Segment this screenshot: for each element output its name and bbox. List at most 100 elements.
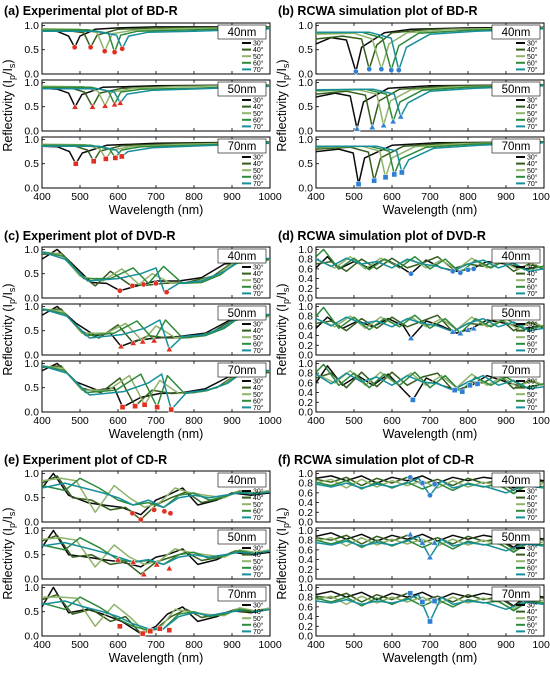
y-tick-label: 0.0	[24, 407, 39, 419]
y-axis-label-part: Reflectivity (I	[1, 304, 15, 376]
x-tick-label: 600	[109, 639, 127, 651]
x-tick-label: 800	[459, 639, 477, 651]
y-tick-label: 0.5	[298, 158, 313, 170]
marker-triangle	[114, 555, 122, 563]
marker-square	[459, 388, 466, 395]
legend-label: 30°	[253, 488, 264, 496]
y-tick-label: 0.5	[24, 492, 39, 504]
marker-triangle	[101, 102, 109, 109]
legend-label: 70°	[527, 347, 538, 355]
marker-triangle	[470, 324, 478, 332]
legend-label: 30°	[527, 488, 538, 496]
x-tick-label: 400	[33, 639, 51, 651]
series-line-3	[316, 27, 544, 70]
thickness-label: 50nm	[228, 308, 257, 320]
series-line-5	[316, 28, 544, 71]
series-group	[42, 141, 270, 165]
marker-square	[139, 630, 146, 637]
legend-label: 40°	[253, 327, 264, 335]
x-tick-label: 900	[497, 639, 515, 651]
y-tick-label: 0.5	[24, 44, 39, 56]
series-line-5	[316, 535, 544, 558]
legend-label: 30°	[527, 602, 538, 610]
series-line-4	[42, 27, 270, 53]
legend-label: 60°	[527, 564, 538, 572]
legend-label: 30°	[527, 97, 538, 105]
series-line-5	[42, 600, 270, 630]
thickness-label: 70nm	[502, 141, 531, 153]
y-axis-label-part: /I	[275, 292, 289, 299]
thickness-label-box	[217, 362, 267, 378]
marker-circle	[129, 510, 136, 517]
panel-4: (d) RCWA simulation plot of DVD-R0.00.20…	[275, 229, 550, 441]
x-axis-label: Wavelength (nm)	[383, 427, 478, 441]
series-group	[42, 305, 270, 350]
marker-triangle	[116, 99, 124, 106]
panel-title: (b) RCWA simulation plot of BD-R	[278, 4, 478, 18]
y-axis-label-part: Reflectivity (I	[275, 528, 289, 600]
x-tick-label: 600	[383, 415, 401, 427]
thickness-label-box	[491, 305, 541, 321]
thickness-label: 70nm	[502, 365, 531, 377]
series-line-5	[316, 316, 544, 333]
marker-circle	[457, 269, 464, 276]
legend: 30°40°50°60°70°	[242, 545, 264, 579]
legend-label: 60°	[527, 340, 538, 348]
series-line-5	[316, 257, 544, 273]
series-group	[316, 363, 544, 401]
y-tick-label: 0.4	[298, 330, 313, 342]
legend-label: 60°	[527, 59, 538, 67]
y-tick-label: 0.5	[298, 101, 313, 113]
marker-triangle	[426, 553, 434, 560]
y-tick-label: 0.2	[298, 507, 313, 519]
legend-label: 40°	[527, 384, 538, 392]
legend-label: 40°	[253, 608, 264, 616]
thickness-label-box	[491, 81, 541, 97]
legend-label: 50°	[527, 334, 538, 342]
y-axis-label-part: Reflectivity (I	[275, 80, 289, 152]
marker-triangle	[406, 530, 414, 538]
marker-triangle	[456, 329, 465, 336]
marker-triangle	[139, 337, 147, 345]
y-tick-label: 1.0	[24, 358, 39, 370]
marker-square	[132, 403, 138, 410]
y-axis-label: Reflectivity (Ip/Is)	[1, 283, 17, 375]
legend-label: 50°	[253, 277, 264, 285]
legend: 30°40°50°60°70°	[516, 264, 538, 298]
legend-label: 40°	[527, 46, 538, 54]
legend-label: 50°	[253, 558, 264, 566]
series-group	[42, 248, 270, 293]
thickness-label: 40nm	[228, 27, 257, 39]
series-group	[316, 26, 544, 73]
y-axis-label-part: Reflectivity (I	[1, 80, 15, 152]
legend-label: 50°	[527, 167, 538, 175]
thickness-label: 70nm	[228, 141, 257, 153]
series-group	[42, 529, 270, 575]
marker-circle	[87, 44, 94, 51]
legend-label: 70°	[527, 290, 538, 298]
y-tick-label: 0.5	[24, 325, 39, 337]
y-tick-label: 0.6	[298, 544, 313, 556]
legend-label: 50°	[253, 167, 264, 175]
marker-circle	[163, 289, 170, 296]
thickness-label: 70nm	[228, 365, 257, 377]
marker-triangle	[150, 336, 158, 344]
marker-triangle	[165, 345, 173, 353]
series-line-2	[316, 371, 544, 391]
y-tick-label: 0.2	[298, 564, 313, 576]
marker-square	[90, 158, 97, 165]
x-tick-label: 500	[345, 639, 363, 651]
x-tick-label: 1000	[258, 415, 282, 427]
series-group	[316, 306, 544, 339]
y-tick-label: 0.5	[24, 549, 39, 561]
legend-label: 50°	[527, 501, 538, 509]
panel-6: (f) RCWA simulation plot of CD-R0.00.20.…	[275, 453, 550, 665]
marker-circle	[449, 268, 456, 275]
legend-label: 30°	[253, 545, 264, 553]
y-tick-label: 0.0	[298, 183, 313, 195]
series-line-5	[42, 365, 270, 411]
